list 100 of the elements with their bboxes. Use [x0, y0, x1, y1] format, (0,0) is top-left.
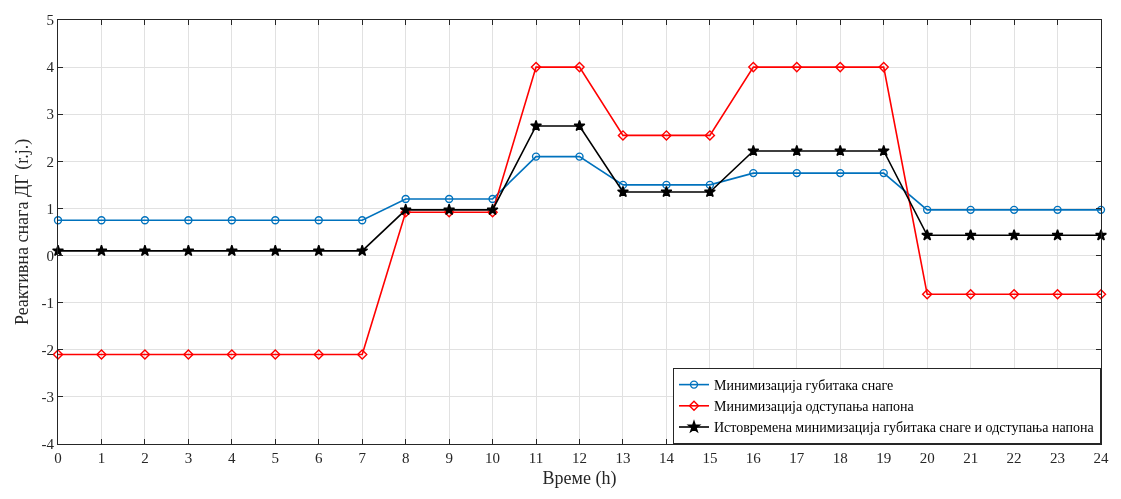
point	[139, 349, 151, 360]
x-tick-label: 22	[1006, 450, 1022, 466]
point	[791, 61, 803, 73]
point	[966, 205, 975, 215]
y-tick-label: 5	[46, 12, 54, 29]
point	[921, 229, 934, 241]
point	[748, 61, 759, 73]
point	[1096, 205, 1106, 215]
point	[834, 144, 847, 157]
point	[225, 244, 238, 257]
x-tick-label: 15	[702, 450, 718, 466]
point	[138, 244, 151, 257]
point	[617, 130, 629, 141]
legend-label: Минимизација губитака снаге	[714, 378, 894, 394]
point	[964, 229, 977, 241]
point	[313, 349, 324, 360]
point	[749, 168, 758, 178]
point	[575, 152, 584, 161]
point	[96, 349, 107, 360]
point	[356, 244, 369, 257]
x-tick-label: 13	[615, 450, 631, 466]
point	[226, 349, 238, 360]
point	[573, 119, 586, 132]
point	[921, 288, 933, 300]
point	[835, 61, 846, 73]
y-tick-label: -2	[41, 342, 54, 359]
point	[269, 244, 282, 257]
point	[618, 180, 628, 190]
x-tick-label: 20	[919, 450, 935, 466]
point	[184, 216, 193, 225]
point	[660, 185, 673, 198]
point	[1008, 288, 1020, 300]
y-tick-label: 3	[46, 106, 54, 123]
point	[704, 130, 716, 141]
point	[182, 244, 195, 257]
legend-label: Истовремена минимизација губитака снаге и одступања напона	[714, 420, 1095, 436]
y-tick-label: 0	[46, 247, 54, 264]
y-tick-label: 4	[46, 59, 55, 76]
point	[356, 349, 368, 360]
point	[270, 349, 281, 360]
x-tick-label: 5	[271, 450, 280, 466]
x-tick-label: 24	[1093, 450, 1109, 466]
point	[836, 168, 845, 178]
point	[792, 168, 801, 178]
point	[314, 216, 323, 225]
point	[183, 349, 194, 360]
x-tick-label: 12	[572, 450, 587, 466]
point	[531, 152, 541, 161]
point	[1051, 229, 1064, 241]
point	[662, 180, 671, 190]
point	[312, 244, 325, 257]
x-axis-title: Време (h)	[542, 468, 617, 490]
point	[271, 216, 280, 225]
point	[705, 180, 715, 190]
x-tick-label: 4	[228, 450, 237, 466]
point	[616, 185, 629, 198]
point	[922, 205, 932, 215]
y-tick-label: 1	[46, 200, 54, 217]
x-tick-label: 3	[184, 450, 193, 466]
point	[1008, 229, 1021, 241]
point	[444, 194, 454, 204]
x-tick-label: 8	[401, 450, 410, 466]
point	[227, 216, 237, 225]
point	[1095, 288, 1107, 300]
point	[95, 244, 108, 257]
point	[358, 216, 367, 225]
point	[530, 61, 542, 73]
point	[140, 216, 150, 225]
x-tick-label: 10	[485, 450, 501, 466]
point	[488, 194, 497, 204]
x-tick-label: 18	[832, 450, 848, 466]
point	[747, 144, 760, 157]
x-tick-label: 9	[445, 450, 453, 466]
point	[53, 216, 63, 225]
y-tick-label: -1	[41, 294, 54, 311]
y-tick-label: -3	[41, 389, 54, 406]
point	[661, 130, 672, 141]
x-tick-label: 7	[358, 450, 367, 466]
y-tick-label: 2	[46, 153, 54, 170]
x-tick-label: 2	[141, 450, 149, 466]
point	[401, 194, 410, 204]
y-axis-title: Реактивна снага ДГ (r.j.)	[11, 138, 33, 326]
y-tick-label: -4	[41, 436, 55, 453]
point	[1052, 288, 1063, 300]
point	[52, 349, 64, 360]
x-tick-label: 11	[528, 450, 544, 466]
point	[703, 185, 716, 198]
x-tick-label: 1	[97, 450, 106, 466]
point	[530, 119, 543, 132]
point	[879, 168, 888, 178]
x-tick-label: 21	[963, 450, 979, 466]
x-tick-label: 23	[1050, 450, 1066, 466]
legend-label: Минимизација одступања напона	[714, 399, 915, 415]
point	[965, 288, 976, 300]
point	[790, 144, 803, 157]
point	[1009, 205, 1019, 215]
x-tick-label: 17	[789, 450, 805, 466]
point	[574, 61, 585, 73]
x-tick-label: 6	[315, 450, 323, 466]
point	[97, 216, 106, 225]
